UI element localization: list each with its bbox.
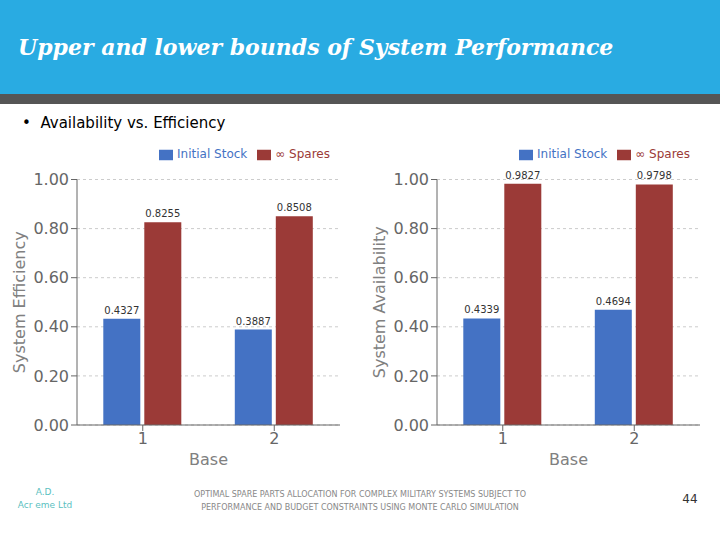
svg-text:0.00: 0.00 bbox=[393, 416, 429, 435]
svg-text:1: 1 bbox=[138, 429, 148, 448]
svg-text:Base: Base bbox=[189, 450, 228, 469]
svg-text:0.20: 0.20 bbox=[393, 367, 429, 386]
svg-text:Base: Base bbox=[549, 450, 588, 469]
svg-text:0.8508: 0.8508 bbox=[277, 202, 312, 213]
svg-text:0.9827: 0.9827 bbox=[505, 170, 540, 181]
svg-text:1: 1 bbox=[498, 429, 508, 448]
svg-text:1.00: 1.00 bbox=[33, 170, 69, 189]
html-text:A.D.: A.D. bbox=[35, 487, 55, 497]
svg-text:2: 2 bbox=[629, 429, 639, 448]
svg-text:0.60: 0.60 bbox=[393, 268, 429, 287]
svg-text:1.00: 1.00 bbox=[393, 170, 429, 189]
svg-text:System Efficiency: System Efficiency bbox=[10, 231, 29, 373]
html-text:Upper and lower bounds of Syst: Upper and lower bounds of System Perform… bbox=[18, 34, 614, 60]
svg-text:0.3887: 0.3887 bbox=[236, 316, 271, 327]
svg-text:0.00: 0.00 bbox=[33, 416, 69, 435]
html-text:Acr eme Ltd: Acr eme Ltd bbox=[17, 500, 73, 510]
svg-text:0.4327: 0.4327 bbox=[104, 305, 139, 316]
svg-text:0.9798: 0.9798 bbox=[637, 170, 672, 181]
html-text:Initial Stock: Initial Stock bbox=[177, 147, 248, 161]
html-text:• Availability vs. Efficiency: • Availability vs. Efficiency bbox=[22, 114, 226, 132]
svg-text:0.4694: 0.4694 bbox=[596, 296, 631, 307]
html-text:PERFORMANCE AND BUDGET CONSTRA: PERFORMANCE AND BUDGET CONSTRAINTS USING… bbox=[201, 503, 519, 512]
html-text:∞ Spares: ∞ Spares bbox=[275, 147, 330, 161]
svg-text:0.40: 0.40 bbox=[393, 317, 429, 336]
html-text:44: 44 bbox=[682, 492, 698, 506]
svg-text:0.40: 0.40 bbox=[33, 317, 69, 336]
svg-text:2: 2 bbox=[269, 429, 279, 448]
svg-text:0.60: 0.60 bbox=[33, 268, 69, 287]
svg-text:0.20: 0.20 bbox=[33, 367, 69, 386]
svg-text:0.80: 0.80 bbox=[393, 219, 429, 238]
html-text:∞ Spares: ∞ Spares bbox=[635, 147, 690, 161]
html-text:Initial Stock: Initial Stock bbox=[537, 147, 608, 161]
svg-text:0.8255: 0.8255 bbox=[145, 208, 180, 219]
svg-text:0.80: 0.80 bbox=[33, 219, 69, 238]
svg-text:0.4339: 0.4339 bbox=[464, 304, 499, 315]
svg-text:System Availability: System Availability bbox=[370, 226, 389, 378]
html-text:OPTIMAL SPARE PARTS ALLOCATION: OPTIMAL SPARE PARTS ALLOCATION FOR COMPL… bbox=[194, 490, 526, 499]
